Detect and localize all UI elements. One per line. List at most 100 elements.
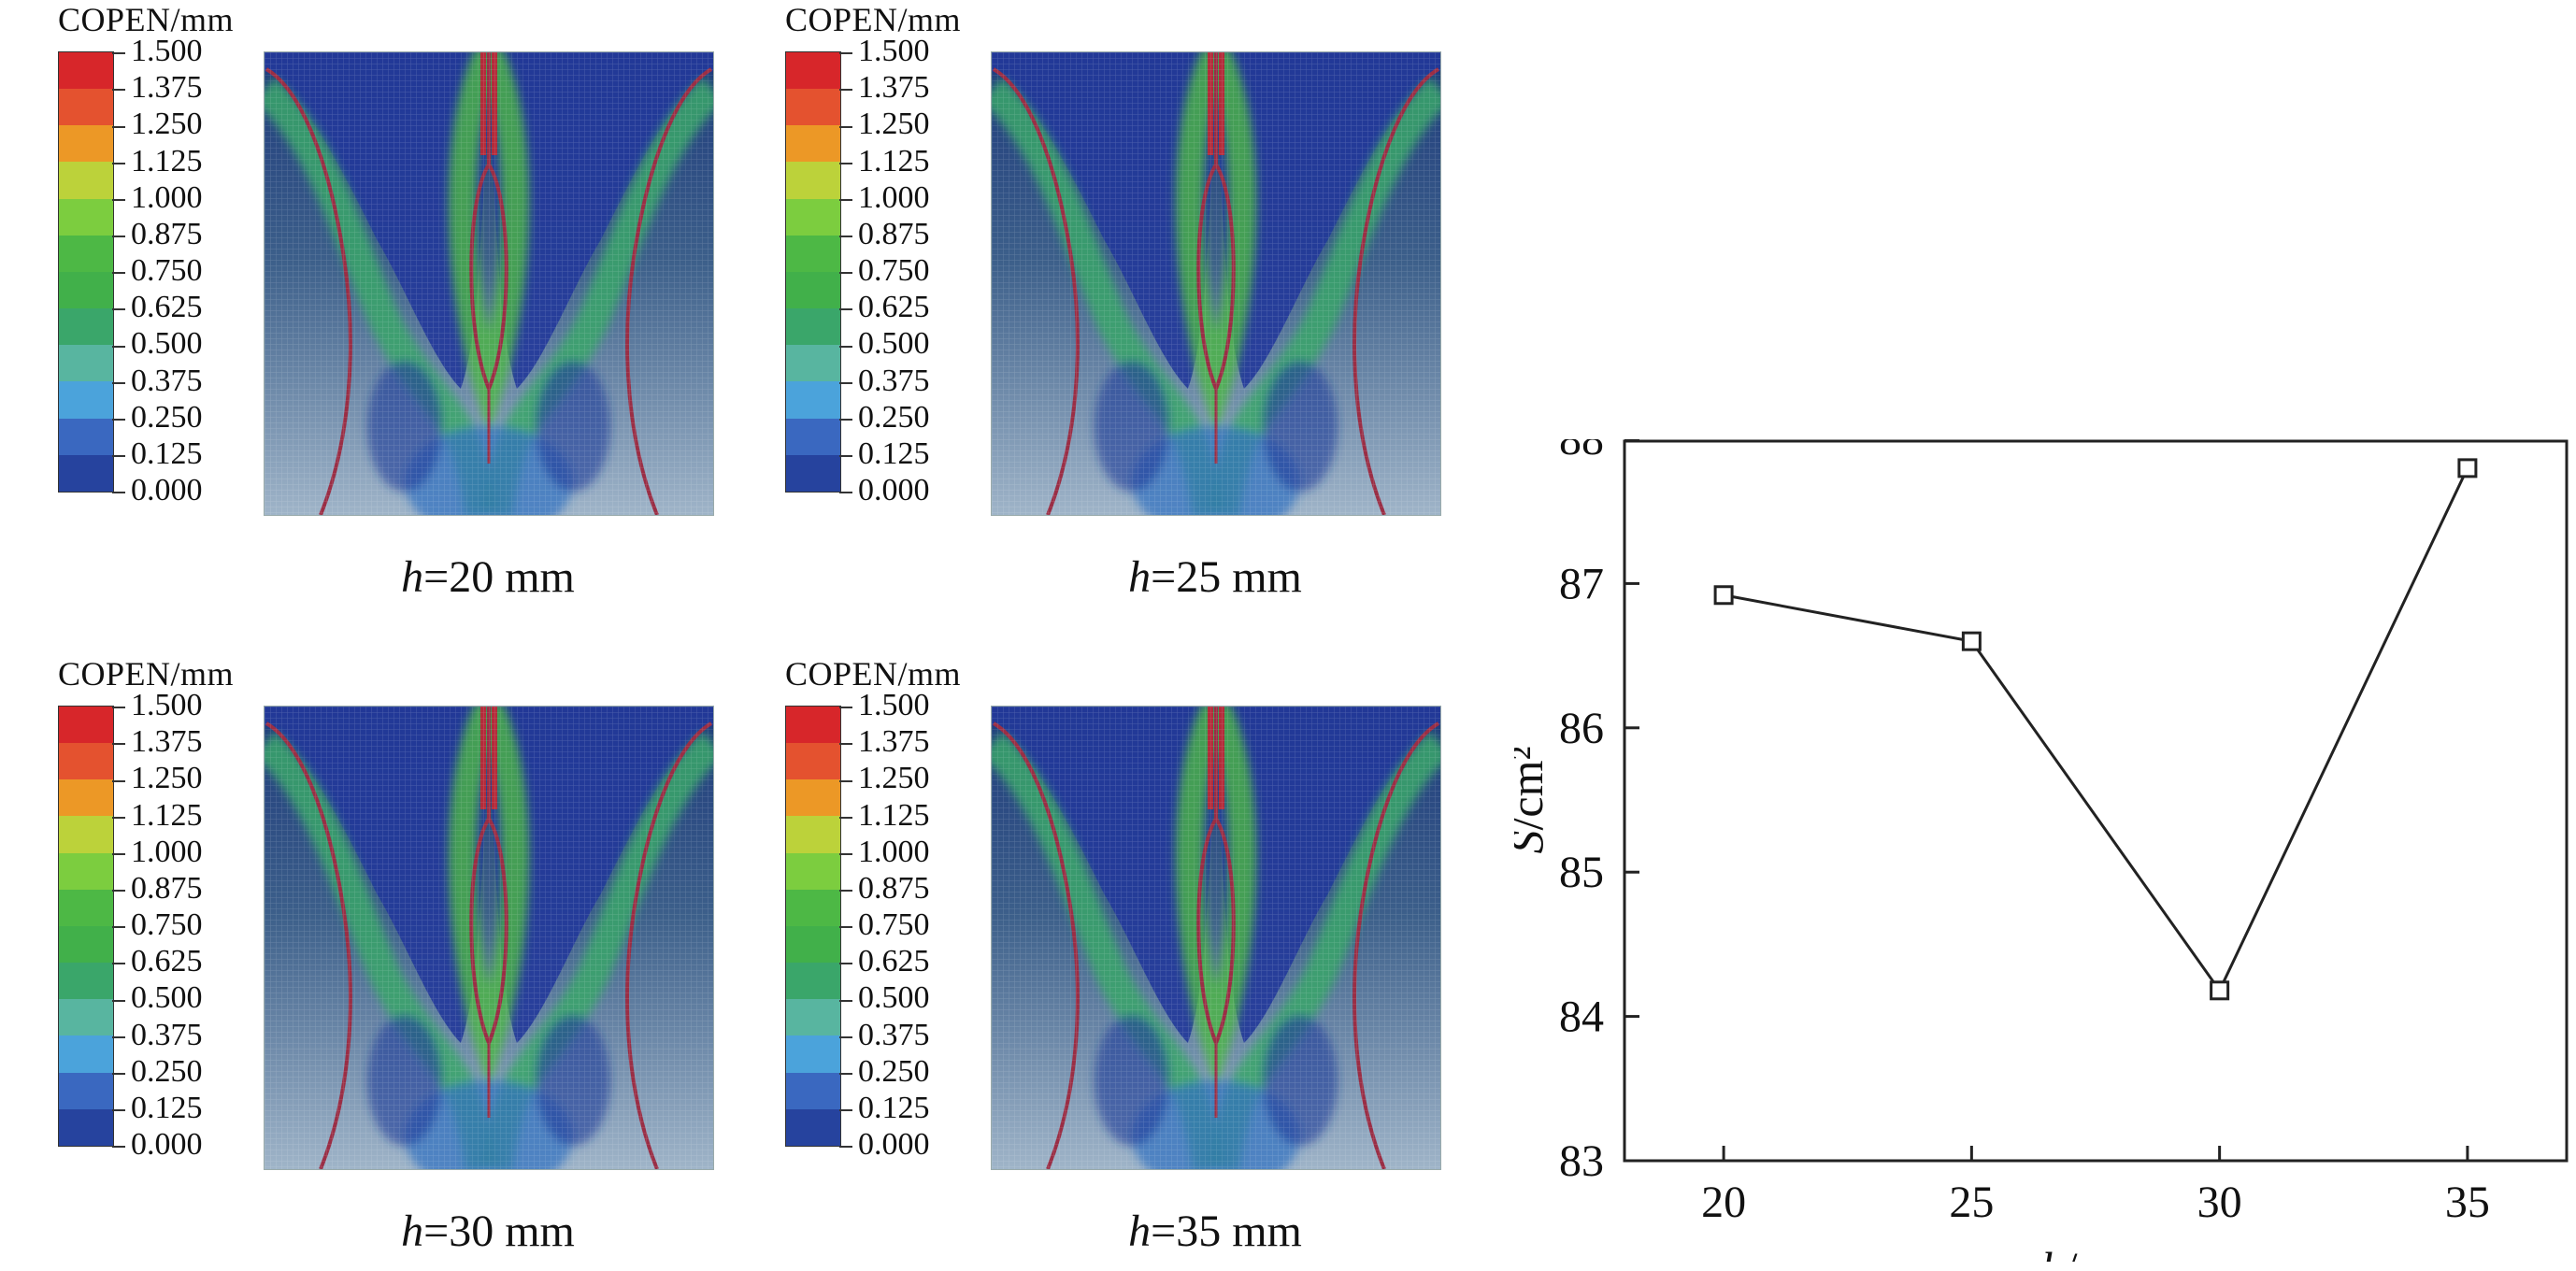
legend-title: COPEN/mm bbox=[785, 1, 962, 38]
legend-tick-label: 1.375 bbox=[839, 72, 930, 104]
legend-swatch bbox=[786, 925, 840, 964]
legend-swatch bbox=[59, 308, 113, 346]
legend-title: COPEN/mm bbox=[58, 655, 235, 693]
color-legend-bar bbox=[58, 706, 114, 1147]
y-tick-label: 87 bbox=[1559, 559, 1604, 608]
legend-swatch bbox=[59, 418, 113, 455]
legend-swatch bbox=[59, 779, 113, 817]
caption-variable: h bbox=[401, 1207, 424, 1256]
legend-swatch bbox=[59, 816, 113, 853]
legend-tick-label: 0.875 bbox=[112, 218, 203, 250]
legend-swatch bbox=[786, 381, 840, 419]
legend-tick-label: 0.500 bbox=[839, 328, 930, 360]
x-axis-ticks: 20 25 30 35 bbox=[1701, 1146, 2490, 1227]
caption-value: =20 mm bbox=[423, 552, 575, 602]
legend-swatch bbox=[59, 1035, 113, 1073]
color-legend-bar bbox=[785, 706, 841, 1147]
x-tick-label: 35 bbox=[2445, 1178, 2490, 1227]
contour-panel-1: COPEN/mm 1.500 1.375 1.250 1.125 1.000 0.875 0… bbox=[58, 0, 787, 636]
contour-plot bbox=[991, 706, 1441, 1170]
legend-tick-label: 0.750 bbox=[839, 255, 930, 287]
y-axis-ticks: 83 84 85 86 87 88 bbox=[1559, 439, 1639, 1186]
x-axis-label-var: h bbox=[2041, 1242, 2065, 1262]
legend-tick-label: 1.000 bbox=[839, 835, 930, 868]
x-tick-label: 30 bbox=[2197, 1178, 2242, 1227]
legend-swatch bbox=[59, 889, 113, 926]
data-point-marker bbox=[2210, 980, 2230, 1001]
legend-swatch bbox=[786, 454, 840, 492]
color-legend-bar bbox=[58, 51, 114, 493]
legend-tick-label: 0.875 bbox=[839, 218, 930, 250]
legend-tick-label: 0.250 bbox=[112, 1055, 203, 1088]
caption-variable: h bbox=[1128, 1207, 1152, 1256]
legend-tick-label: 0.375 bbox=[112, 364, 203, 397]
legend-swatch bbox=[59, 1108, 113, 1146]
legend-ticks: 1.500 1.375 1.250 1.125 1.000 0.875 0.750 0.625… bbox=[839, 690, 952, 1161]
legend-ticks: 1.500 1.375 1.250 1.125 1.000 0.875 0.750 0.625… bbox=[112, 690, 224, 1161]
mesh-overlay bbox=[992, 707, 1440, 1169]
legend-swatch bbox=[786, 743, 840, 780]
legend-swatch bbox=[59, 162, 113, 199]
legend-swatch bbox=[786, 235, 840, 272]
legend-swatch bbox=[786, 271, 840, 309]
legend-swatch bbox=[786, 52, 840, 90]
legend-tick-label: 1.125 bbox=[112, 799, 203, 832]
legend-swatch bbox=[786, 162, 840, 199]
legend-ticks: 1.500 1.375 1.250 1.125 1.000 0.875 0.750 0.625… bbox=[839, 36, 952, 507]
legend-tick-label: 1.000 bbox=[112, 181, 203, 214]
legend-swatch bbox=[59, 89, 113, 126]
contour-panel-2: COPEN/mm 1.500 1.375 1.250 1.125 1.000 0.875 0… bbox=[785, 0, 1514, 636]
legend-tick-label: 0.875 bbox=[112, 872, 203, 905]
contour-panel-3: COPEN/mm 1.500 1.375 1.250 1.125 1.000 0.875 0… bbox=[58, 654, 787, 1271]
legend-tick-label: 1.125 bbox=[839, 799, 930, 832]
legend-swatch bbox=[786, 852, 840, 890]
series-markers bbox=[1713, 458, 2478, 1001]
contour-svg bbox=[265, 52, 713, 515]
legend-swatch bbox=[786, 816, 840, 853]
legend-swatch bbox=[59, 963, 113, 1000]
legend-swatch bbox=[786, 308, 840, 346]
contour-svg bbox=[992, 707, 1440, 1169]
legend-swatch bbox=[59, 852, 113, 890]
contour-svg bbox=[992, 52, 1440, 515]
legend-tick-label: 1.500 bbox=[839, 36, 930, 67]
legend-swatch bbox=[59, 743, 113, 780]
caption-variable: h bbox=[401, 552, 424, 602]
legend-swatch bbox=[59, 235, 113, 272]
y-tick-label: 84 bbox=[1559, 993, 1604, 1042]
legend-tick-label: 1.000 bbox=[112, 835, 203, 868]
legend-tick-label: 0.125 bbox=[839, 437, 930, 470]
legend-swatch bbox=[59, 1072, 113, 1109]
legend-swatch bbox=[59, 925, 113, 964]
legend-tick-label: 1.250 bbox=[839, 108, 930, 140]
legend-title: COPEN/mm bbox=[785, 655, 962, 693]
legend-tick-label: 0.750 bbox=[839, 909, 930, 941]
y-tick-label: 83 bbox=[1559, 1136, 1604, 1186]
legend-tick-label: 0.125 bbox=[112, 1092, 203, 1124]
caption-value: =35 mm bbox=[1151, 1207, 1302, 1256]
contour-plot bbox=[264, 706, 714, 1170]
legend-tick-label: 0.500 bbox=[839, 982, 930, 1014]
caption-variable: h bbox=[1128, 552, 1152, 602]
legend-swatch bbox=[786, 1108, 840, 1146]
legend-tick-label: 1.500 bbox=[839, 690, 930, 721]
contour-caption: h=35 mm bbox=[991, 1206, 1439, 1257]
legend-swatch bbox=[786, 889, 840, 926]
legend-tick-label: 1.125 bbox=[839, 145, 930, 178]
x-tick-label: 25 bbox=[1949, 1178, 1994, 1227]
legend-swatch bbox=[59, 999, 113, 1036]
legend-ticks: 1.500 1.375 1.250 1.125 1.000 0.875 0.750 0.625… bbox=[112, 36, 224, 507]
legend-swatch bbox=[59, 271, 113, 309]
legend-swatch bbox=[59, 125, 113, 163]
legend-tick-label: 0.500 bbox=[112, 328, 203, 360]
plot-frame bbox=[1623, 439, 2569, 1163]
legend-tick-label: 1.250 bbox=[839, 763, 930, 794]
legend-tick-label: 0.750 bbox=[112, 255, 203, 287]
y-axis-label: S/cm² bbox=[1514, 747, 1553, 854]
legend-swatch bbox=[59, 198, 113, 236]
legend-tick-label: 0.625 bbox=[112, 292, 203, 323]
contour-panel-4: COPEN/mm 1.500 1.375 1.250 1.125 1.000 0.875 0… bbox=[785, 654, 1514, 1271]
contour-caption: h=25 mm bbox=[991, 551, 1439, 603]
legend-swatch bbox=[59, 381, 113, 419]
legend-tick-label: 0.625 bbox=[839, 946, 930, 978]
